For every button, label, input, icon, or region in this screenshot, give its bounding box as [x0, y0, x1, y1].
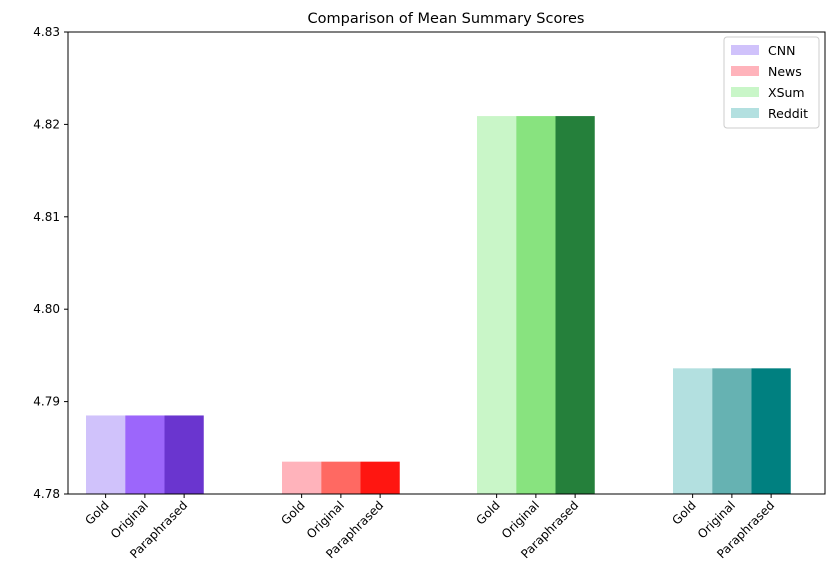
bars-layer — [86, 116, 791, 495]
bar-news-paraphrased — [360, 461, 400, 494]
legend-label-news: News — [768, 64, 802, 79]
bar-cnn-original — [125, 415, 165, 494]
bar-reddit-original — [712, 368, 752, 494]
bar-xsum-paraphrased — [555, 116, 595, 495]
x-tick-label: Gold — [278, 498, 307, 527]
bar-news-gold — [282, 461, 322, 494]
bar-xsum-gold — [477, 116, 517, 495]
x-tick-label: Gold — [669, 498, 698, 527]
y-tick-label: 4.81 — [33, 210, 60, 224]
legend-swatch-xsum — [731, 87, 759, 97]
bar-news-original — [321, 461, 361, 494]
y-tick-label: 4.79 — [33, 395, 60, 409]
y-axis: 4.78 4.79 4.80 4.81 4.82 4.83 — [33, 25, 68, 501]
legend-label-cnn: CNN — [768, 43, 795, 58]
x-tick-label: Gold — [82, 498, 111, 527]
x-tick-label: Gold — [473, 498, 502, 527]
legend-label-xsum: XSum — [768, 85, 805, 100]
bar-cnn-gold — [86, 415, 126, 494]
bar-reddit-gold — [673, 368, 713, 494]
chart-title: Comparison of Mean Summary Scores — [308, 11, 585, 27]
legend-label-reddit: Reddit — [768, 106, 808, 121]
y-tick-label: 4.80 — [33, 302, 60, 316]
bar-cnn-paraphrased — [164, 415, 204, 494]
y-tick-label: 4.78 — [33, 487, 60, 501]
legend-swatch-news — [731, 66, 759, 76]
y-tick-label: 4.82 — [33, 117, 60, 131]
legend-swatch-reddit — [731, 108, 759, 118]
bar-xsum-original — [516, 116, 556, 495]
legend-swatch-cnn — [731, 45, 759, 55]
y-tick-label: 4.83 — [33, 25, 60, 39]
legend: CNN News XSum Reddit — [723, 36, 820, 129]
legend-box — [723, 36, 820, 129]
plot-frame — [67, 31, 826, 495]
bar-reddit-paraphrased — [751, 368, 791, 494]
